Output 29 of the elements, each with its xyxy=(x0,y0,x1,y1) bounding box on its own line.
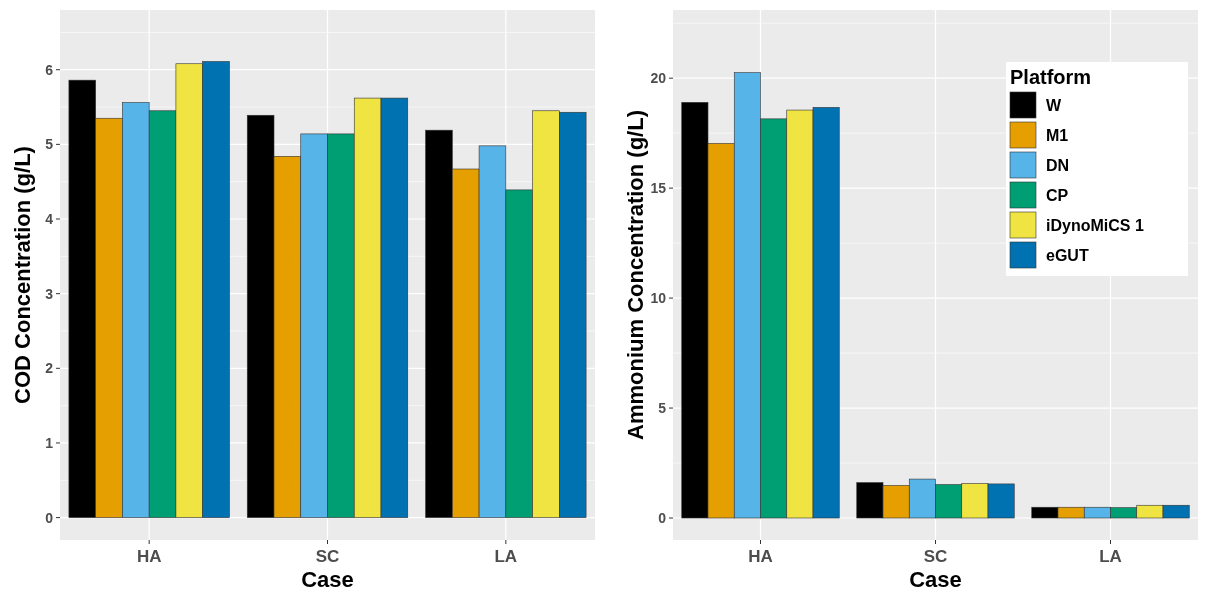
y-axis-title: Ammonium Concentration (g/L) xyxy=(623,110,648,440)
x-tick-label: LA xyxy=(1099,547,1122,566)
legend-label: iDynoMiCS 1 xyxy=(1046,216,1144,234)
y-tick-label: 0 xyxy=(45,509,54,526)
legend-title: Platform xyxy=(1010,66,1092,88)
x-tick-label: SC xyxy=(923,547,948,566)
x-tick-label: SC xyxy=(315,547,340,566)
y-tick-label: 5 xyxy=(45,136,54,153)
x-tick-label: HA xyxy=(136,547,162,566)
y-tick-label: 2 xyxy=(45,360,54,377)
legend-label: W xyxy=(1046,96,1062,114)
x-tick-label: LA xyxy=(494,547,518,566)
x-tick-label: HA xyxy=(748,547,773,566)
y-tick-label: 15 xyxy=(650,180,667,197)
y-tick-label: 4 xyxy=(45,210,54,227)
y-tick-label: 20 xyxy=(650,70,667,87)
x-axis-title: Case xyxy=(301,567,354,592)
x-axis-title: Case xyxy=(909,567,962,592)
y-tick-label: 6 xyxy=(45,61,54,78)
y-tick-label: 10 xyxy=(650,289,667,306)
y-tick-label: 1 xyxy=(45,434,54,451)
legend-label: M1 xyxy=(1046,126,1069,144)
legend-label: DN xyxy=(1046,156,1070,174)
legend-label: CP xyxy=(1046,186,1069,204)
y-tick-label: 3 xyxy=(45,285,54,302)
y-tick-label: 5 xyxy=(658,399,667,416)
y-axis-title: COD Concentration (g/L) xyxy=(10,146,35,404)
y-tick-label: 0 xyxy=(658,509,667,526)
legend-label: eGUT xyxy=(1046,246,1089,264)
